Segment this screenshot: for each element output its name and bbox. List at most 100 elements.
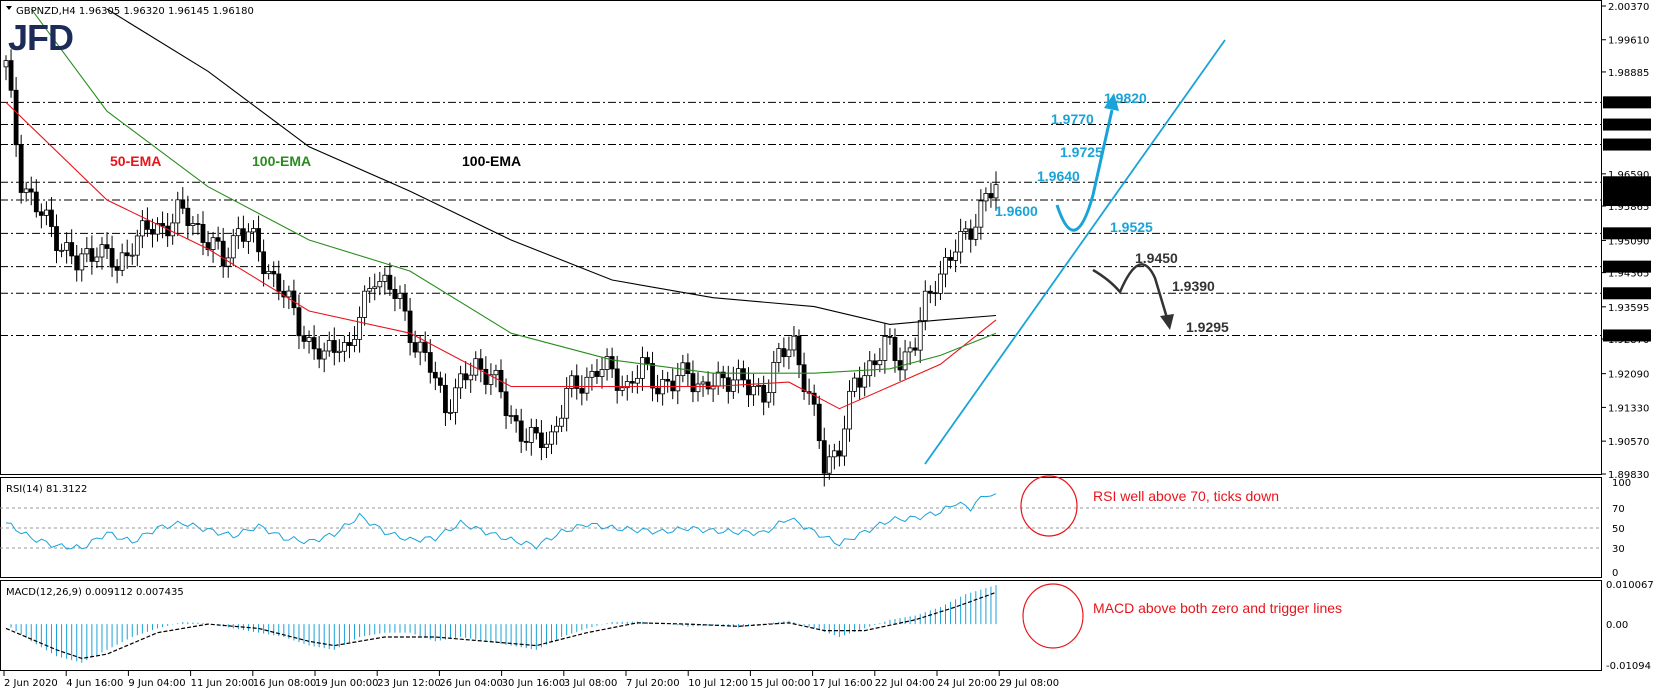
time-tick-label: 24 Jul 20:00 <box>937 678 997 689</box>
candle-body <box>665 379 671 382</box>
candle-body <box>847 390 852 430</box>
candle-body <box>569 375 575 389</box>
candle-body <box>953 251 958 261</box>
candle-body <box>927 290 933 294</box>
candle-body <box>79 253 85 271</box>
candle-body <box>326 340 332 352</box>
candle-body <box>781 348 787 358</box>
macd-panel: 0.010067 0.00 -0.01094 <box>5 580 1654 672</box>
candle-body <box>877 360 883 366</box>
price-level-box <box>1603 118 1651 131</box>
candle-body <box>902 351 908 371</box>
price-level-box <box>1603 260 1651 273</box>
candle-body <box>533 426 539 434</box>
candle-body <box>685 362 691 375</box>
rsi-annotation: RSI well above 70, ticks down <box>1093 488 1279 504</box>
candle-body <box>124 252 130 257</box>
price-level-box-label: 1.96000 <box>1606 196 1647 207</box>
candle-body <box>38 211 44 216</box>
candle-body <box>589 371 595 378</box>
candle-body <box>513 415 519 422</box>
candle-body <box>695 383 701 393</box>
candle-body <box>155 223 160 235</box>
price-tick-label: 1.95865 <box>1608 202 1649 213</box>
price-tick-label: 1.99610 <box>1608 36 1649 47</box>
candle-body <box>518 420 524 442</box>
macd-tick-label: 0.010067 <box>1606 580 1654 591</box>
candle-body <box>968 228 974 240</box>
candle-body <box>342 342 347 352</box>
candle-body <box>336 350 342 353</box>
price-level-box <box>1603 96 1651 109</box>
candle-body <box>397 292 403 299</box>
ema100-line <box>30 8 997 374</box>
macd-header: MACD(12,26,9) 0.009112 0.007435 <box>6 587 184 598</box>
candle-body <box>892 336 898 361</box>
level-label-8: 1.9390 <box>1172 278 1215 294</box>
time-tick-label: 19 Jun 00:00 <box>315 678 379 689</box>
price-level-box-label: 1.96180 <box>1606 188 1647 199</box>
candle-body <box>690 373 696 393</box>
candle-body <box>508 415 514 417</box>
bearish-projection-path <box>1092 263 1169 319</box>
candle-body <box>756 384 762 387</box>
candle-body <box>402 292 408 312</box>
candle-body <box>594 371 600 377</box>
ema-label-1: 50-EMA <box>110 153 161 169</box>
rsi-header: RSI(14) 81.3122 <box>6 484 87 495</box>
level-label-3: 1.9725 <box>1060 144 1103 160</box>
candle-body <box>139 220 145 237</box>
candle-body <box>49 209 54 227</box>
candle-body <box>367 288 373 292</box>
macd-highlight-circle <box>1022 583 1084 649</box>
candle-body <box>867 360 873 377</box>
candle-body <box>271 270 277 275</box>
collapse-icon[interactable] <box>6 6 12 10</box>
candle-body <box>54 226 59 252</box>
candle-body <box>422 341 428 353</box>
candle-body <box>564 388 570 419</box>
time-tick-label: 3 Jul 08:00 <box>564 678 618 689</box>
level-label-9: 1.9295 <box>1186 319 1229 335</box>
candle-body <box>922 290 928 321</box>
uptrend-line <box>924 39 1226 465</box>
candle-body <box>503 391 509 417</box>
candle-body <box>412 342 418 353</box>
candle-body <box>614 368 620 391</box>
candle-body <box>220 240 226 267</box>
time-tick-label: 7 Jul 20:00 <box>626 678 680 689</box>
price-level-box <box>1603 194 1651 207</box>
candle-body <box>372 286 378 289</box>
candle-body <box>943 256 948 275</box>
candle-body <box>559 417 565 427</box>
candle-body <box>427 352 433 373</box>
candle-body <box>13 89 19 146</box>
time-tick-label: 26 Jun 04:00 <box>439 678 503 689</box>
candle-body <box>751 385 756 396</box>
candle-body <box>89 248 95 262</box>
ema-lines <box>5 8 997 410</box>
candle-body <box>195 223 201 225</box>
candle-body <box>392 288 398 299</box>
candle-body <box>296 307 302 337</box>
rsi-tick-label: 50 <box>1612 524 1625 535</box>
rsi-tick-label: 100 <box>1612 478 1631 489</box>
candle-body <box>700 381 706 385</box>
candle-body <box>129 254 135 257</box>
candle-body <box>887 336 893 338</box>
price-tick-label: 1.92870 <box>1608 335 1649 346</box>
price-level-box <box>1603 329 1651 342</box>
candle-body <box>912 347 918 351</box>
candle-body <box>549 431 554 445</box>
level-label-5: 1.9600 <box>995 203 1038 219</box>
candle-body <box>720 371 726 379</box>
candle-body <box>917 320 923 351</box>
candle-body <box>458 373 463 389</box>
candle-body <box>882 336 888 361</box>
ema-label-2: 100-EMA <box>252 153 311 169</box>
ema-label-3: 100-EMA <box>462 153 521 169</box>
candle-body <box>175 199 181 224</box>
candle-body <box>347 342 352 346</box>
level-label-6: 1.9525 <box>1110 219 1153 235</box>
candle-body <box>59 249 64 252</box>
